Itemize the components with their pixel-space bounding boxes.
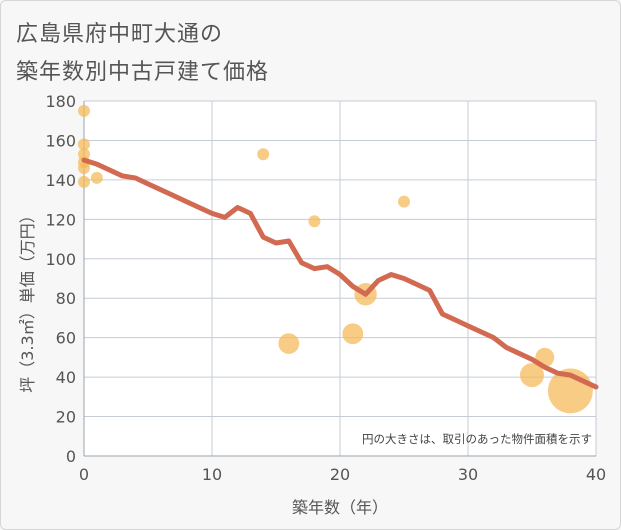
chart-title-line-2: 築年数別中古戸建て価格 xyxy=(16,60,270,85)
y-tick-label: 80 xyxy=(56,289,76,308)
data-bubble xyxy=(78,104,90,117)
y-tick-label: 180 xyxy=(45,92,76,111)
chart-title-line-1: 広島県府中町大通の xyxy=(16,22,224,47)
data-bubble xyxy=(90,171,103,184)
grid-lines xyxy=(83,100,597,457)
x-tick-label: 10 xyxy=(202,465,222,484)
data-bubble xyxy=(278,333,300,354)
y-tick-label: 40 xyxy=(56,368,76,387)
data-bubble xyxy=(78,138,90,151)
axis-ticks: 0 20 40 60 80 100 120 140 160 180 0 10 20 30 40 xyxy=(45,92,606,484)
trend-line-group xyxy=(81,157,599,390)
x-tick-label: 40 xyxy=(586,465,606,484)
data-bubble xyxy=(342,323,364,345)
y-tick-label: 20 xyxy=(56,408,76,427)
trend-line xyxy=(81,157,599,390)
size-note: 円の大きさは、取引のあった物件面積を示す xyxy=(362,432,592,446)
data-bubble xyxy=(78,162,90,175)
x-tick-label: 0 xyxy=(79,465,89,484)
y-tick-label: 120 xyxy=(45,210,76,229)
data-bubble xyxy=(308,215,321,228)
data-bubble xyxy=(398,195,410,208)
y-tick-label: 160 xyxy=(45,131,76,150)
x-tick-label: 20 xyxy=(330,465,350,484)
x-tick-label: 30 xyxy=(458,465,478,484)
data-bubble xyxy=(78,175,90,188)
y-tick-label: 60 xyxy=(56,329,76,348)
data-bubble xyxy=(520,363,544,388)
data-bubble xyxy=(257,148,270,161)
x-axis-label: 築年数（年） xyxy=(292,498,388,517)
y-axis-label: 坪（3.3㎡）単価（万円） xyxy=(18,207,37,392)
y-tick-label: 140 xyxy=(45,171,76,190)
y-tick-label: 0 xyxy=(66,447,76,466)
y-tick-label: 100 xyxy=(45,250,76,269)
